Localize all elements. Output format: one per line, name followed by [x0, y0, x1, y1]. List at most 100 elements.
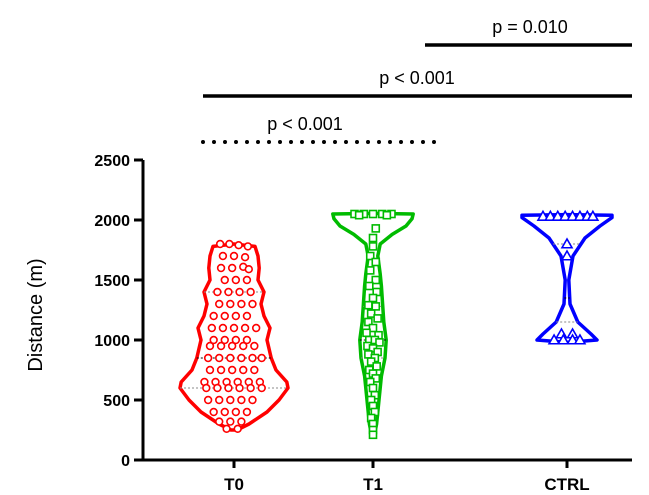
data-point: [216, 341, 226, 351]
data-point: [220, 275, 229, 285]
data-point: [218, 323, 228, 333]
data-point: [250, 365, 259, 375]
axes: 0 500 1000 1500 2000 2500 T0 T1 CTRL: [94, 153, 632, 494]
data-point: [222, 424, 231, 433]
data-point: [218, 251, 228, 261]
data-point: [244, 265, 253, 274]
data-point: [205, 365, 215, 375]
data-point: [227, 263, 237, 273]
data-point: [216, 365, 226, 375]
data-point: [231, 275, 241, 285]
data-point: [229, 251, 239, 261]
data-point: [556, 333, 570, 345]
data-point: [220, 407, 229, 417]
data-point: [215, 417, 224, 426]
data-point: [551, 209, 565, 221]
data-point: [560, 237, 574, 249]
data-point: [371, 275, 381, 285]
data-point: [248, 395, 257, 405]
data-point: [216, 263, 226, 273]
data-point: [227, 341, 237, 351]
data-point: [248, 353, 257, 363]
data-point: [366, 309, 376, 318]
significance-bars: p = 0.010 p < 0.001 p < 0.001: [201, 17, 632, 144]
significance-label: p < 0.001: [379, 68, 455, 88]
data-point: [365, 281, 374, 291]
violin-ctrl: [520, 212, 614, 345]
data-point: [536, 209, 550, 221]
data-point: [257, 353, 266, 363]
data-point: [365, 266, 375, 275]
data-point: [242, 407, 252, 417]
data-point: [202, 383, 211, 393]
y-axis-title: Distance (m): [25, 258, 47, 371]
data-point: [566, 333, 579, 345]
data-point: [235, 287, 244, 297]
violins: [178, 209, 614, 440]
data-point: [558, 209, 572, 221]
data-point: [227, 365, 237, 375]
data-point: [220, 311, 229, 321]
data-point: [573, 209, 587, 221]
data-point: [366, 357, 376, 366]
data-point: [246, 287, 255, 297]
data-point: [368, 323, 378, 333]
data-point: [231, 335, 241, 345]
y-tick-label: 1500: [94, 273, 130, 290]
data-point: [248, 299, 257, 309]
data-point: [239, 365, 248, 375]
data-point: [573, 333, 587, 345]
data-point: [242, 335, 252, 345]
data-point: [209, 335, 218, 345]
data-point: [243, 242, 253, 251]
data-point: [368, 209, 378, 219]
data-point: [242, 275, 252, 285]
data-point: [226, 299, 235, 309]
data-point: [362, 328, 371, 338]
x-tick-label: T0: [224, 475, 244, 494]
data-point: [365, 251, 375, 261]
data-point: [235, 383, 244, 393]
data-point: [364, 317, 373, 327]
data-point: [237, 395, 246, 405]
data-point: [233, 424, 242, 433]
data-point: [543, 209, 557, 221]
data-point: [231, 311, 241, 321]
data-point: [375, 338, 384, 347]
data-point: [220, 335, 229, 345]
y-tick-label: 2000: [94, 213, 130, 230]
data-point: [566, 209, 579, 221]
y-tick-label: 500: [103, 393, 130, 410]
data-point: [237, 353, 246, 363]
data-point: [368, 233, 378, 243]
data-point: [231, 407, 241, 417]
data-point: [224, 383, 233, 393]
data-point: [237, 417, 246, 426]
data-point: [203, 353, 213, 363]
data-point: [205, 341, 215, 351]
data-point: [209, 311, 218, 321]
data-point: [229, 323, 239, 333]
y-tick-label: 2500: [94, 153, 130, 170]
data-point: [226, 417, 235, 426]
x-tick-label: T1: [363, 475, 383, 494]
data-point: [239, 341, 248, 351]
significance-label: p < 0.001: [267, 114, 343, 134]
data-point: [213, 383, 222, 393]
data-point: [371, 224, 381, 233]
data-point: [237, 299, 246, 309]
data-point: [354, 210, 364, 220]
data-point: [257, 383, 266, 393]
data-point: [586, 209, 600, 221]
data-point: [226, 395, 235, 405]
data-point: [371, 302, 381, 311]
data-point: [560, 249, 574, 261]
data-point: [368, 383, 378, 393]
data-point: [382, 210, 392, 220]
data-point: [224, 287, 233, 297]
data-point: [215, 395, 224, 405]
data-point: [368, 430, 378, 440]
data-point: [213, 287, 222, 297]
data-point: [547, 333, 561, 345]
